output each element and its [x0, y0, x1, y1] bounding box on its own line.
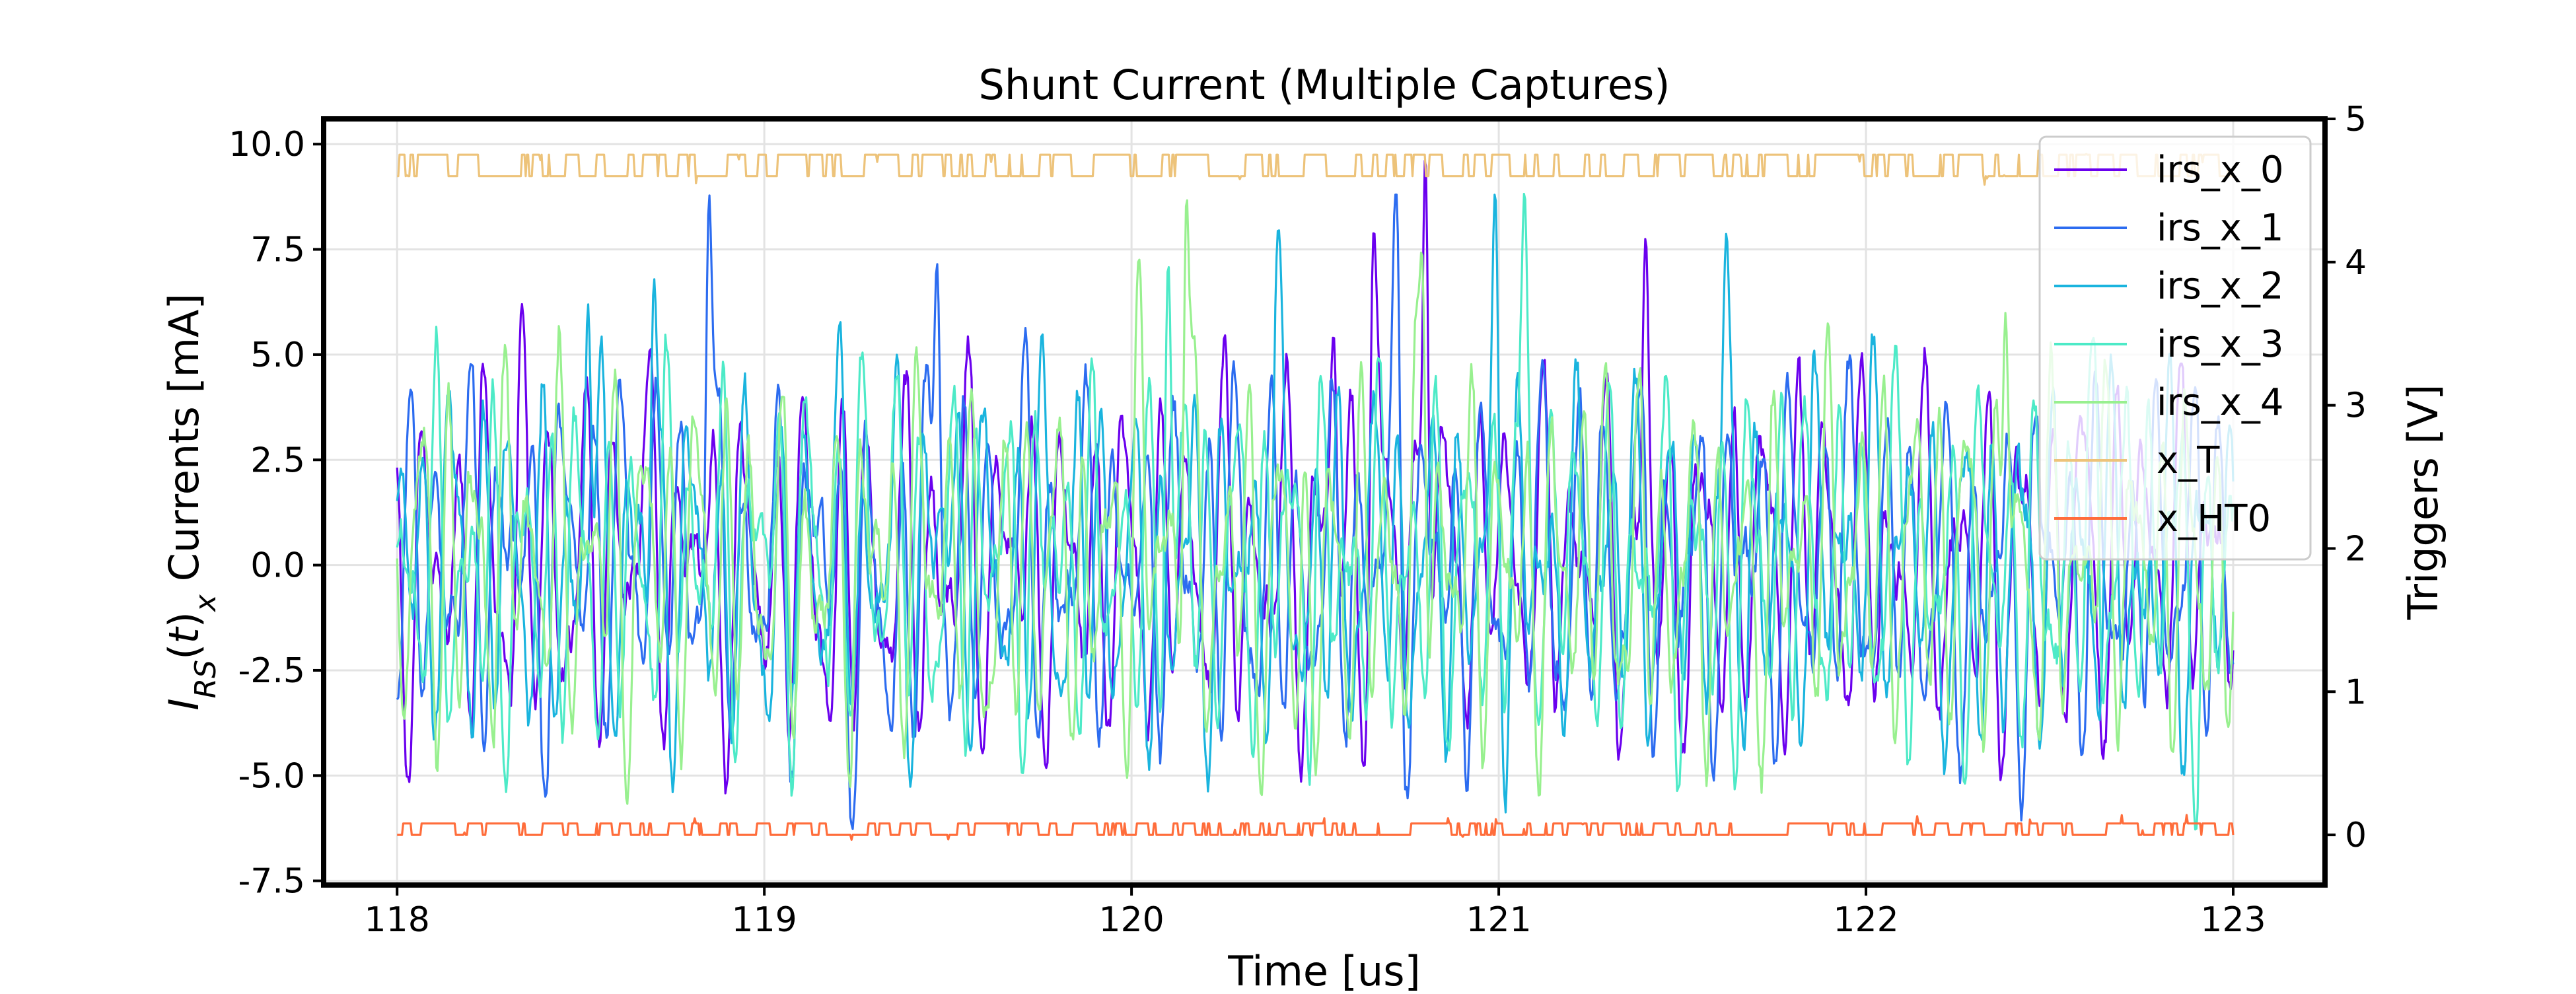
x-tick-label: 119 — [732, 900, 797, 940]
x-tick-label: 118 — [365, 900, 430, 940]
chart-title: Shunt Current (Multiple Captures) — [978, 61, 1670, 109]
y-tick-label-left: 2.5 — [250, 441, 305, 480]
legend-label-x_HT0: x_HT0 — [2157, 497, 2271, 540]
x-tick-label: 120 — [1098, 900, 1164, 940]
legend-label-irs_x_3: irs_x_3 — [2157, 323, 2284, 366]
series-line-x_HT0 — [397, 814, 2235, 841]
series-line-irs_x_3 — [396, 192, 2235, 831]
series-line-irs_x_2 — [396, 194, 2235, 814]
legend-label-irs_x_1: irs_x_1 — [2157, 207, 2284, 250]
legend-label-irs_x_0: irs_x_0 — [2157, 149, 2284, 192]
x-axis-label: Time [us] — [1227, 947, 1420, 991]
x-tick-label: 123 — [2200, 900, 2266, 940]
y-tick-label-left: 5.0 — [250, 336, 305, 375]
legend-box — [2038, 135, 2312, 561]
x-tick-label: 121 — [1466, 900, 1531, 940]
y-axis-label-left: IRS(t)x Currents [mA] — [160, 293, 223, 710]
y-tick-label-right: 0 — [2345, 816, 2367, 855]
y-tick-label-right: 3 — [2345, 386, 2367, 426]
legend-label-x_T: x_T — [2157, 439, 2220, 482]
y-tick-label-right: 4 — [2345, 243, 2367, 283]
y-tick-label-right: 1 — [2345, 672, 2367, 712]
legend: irs_x_0 irs_x_1 irs_x_2 irs_x_3 irs_x_4 x_T x_… — [2038, 135, 2312, 561]
series-line-x_T — [397, 149, 2233, 186]
y-tick-label-left: 0.0 — [250, 546, 305, 586]
series-lines — [396, 149, 2235, 841]
plot-frame — [321, 116, 2328, 888]
y-tick-label-left: -7.5 — [238, 862, 305, 902]
ticks: 118 119 120 121 122 123-7.5-5.0-2.50.02.55.07… — [229, 100, 2367, 940]
y-tick-label-left: 10.0 — [229, 125, 305, 164]
y-tick-label-right: 5 — [2345, 100, 2367, 139]
series-line-irs_x_4 — [396, 199, 2235, 805]
legend-label-irs_x_2: irs_x_2 — [2157, 265, 2284, 308]
y-axis-label-right: Triggers [V] — [2399, 384, 2447, 621]
y-tick-label-right: 2 — [2345, 529, 2367, 569]
y-tick-label-left: 7.5 — [250, 231, 305, 270]
legend-label-irs_x_4: irs_x_4 — [2157, 381, 2284, 424]
y-tick-label-left: -2.5 — [238, 651, 305, 691]
y-tick-label-left: -5.0 — [238, 756, 305, 796]
x-tick-label: 122 — [1833, 900, 1898, 940]
